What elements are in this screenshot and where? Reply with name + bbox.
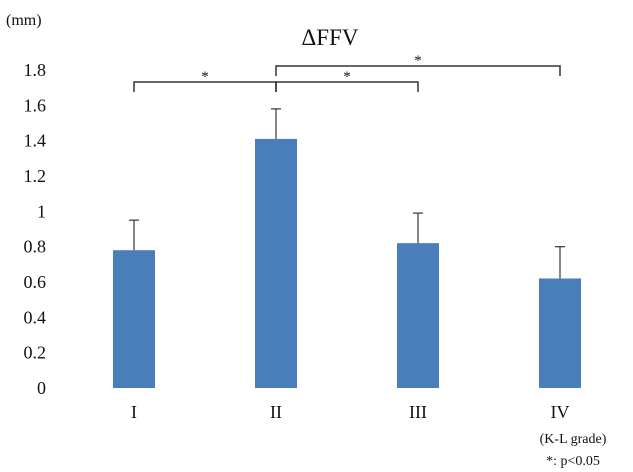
y-tick-label: 1.8 (24, 60, 47, 80)
bar (113, 250, 155, 388)
significance-marker: * (343, 69, 351, 85)
chart-title: ΔFFV (302, 25, 359, 50)
y-tick-label: 1 (37, 201, 46, 221)
x-axis-labels: I II III IV (131, 402, 570, 422)
y-tick-label: 1.6 (24, 95, 47, 115)
y-axis-ticks: 0 0.2 0.4 0.6 0.8 1 1.2 1.4 1.6 1.8 (24, 60, 47, 398)
bar (539, 278, 581, 388)
significance-bracket (275, 65, 561, 76)
x-axis-title: (K-L grade) (540, 432, 607, 447)
x-category-label: I (131, 402, 137, 422)
x-category-label: IV (551, 402, 570, 422)
x-category-label: III (409, 402, 427, 422)
y-tick-label: 0 (37, 378, 46, 398)
y-axis-unit-label: (mm) (6, 12, 42, 29)
error-bars (129, 108, 565, 279)
y-tick-label: 0.8 (24, 237, 47, 257)
significance-bracket (275, 81, 419, 92)
significance-brackets: * * * (133, 53, 561, 92)
y-tick-label: 0.2 (24, 343, 47, 363)
significance-marker: * (414, 53, 422, 69)
y-tick-label: 1.2 (24, 166, 47, 186)
y-tick-label: 1.4 (24, 131, 47, 151)
bar (397, 243, 439, 388)
y-tick-label: 0.6 (24, 272, 47, 292)
bars (113, 138, 581, 388)
y-tick-label: 0.4 (24, 307, 47, 327)
significance-marker: * (201, 69, 209, 85)
x-category-label: II (270, 402, 282, 422)
bar (255, 138, 297, 388)
significance-footnote: *: p<0.05 (546, 454, 600, 469)
